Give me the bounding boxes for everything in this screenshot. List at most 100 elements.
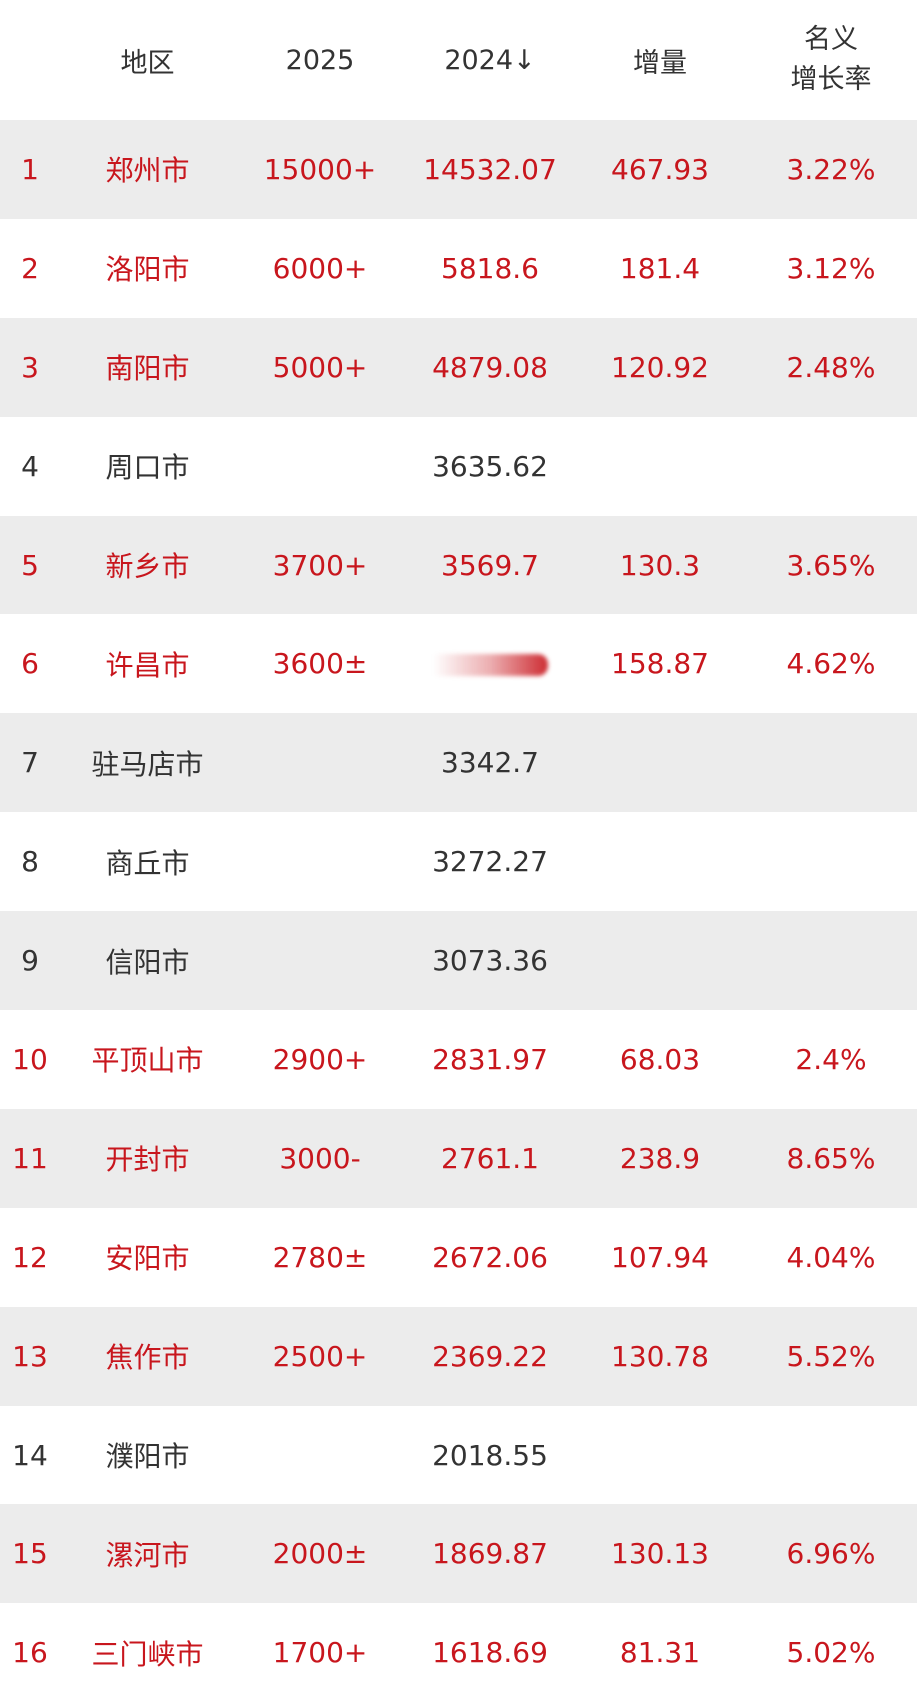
table-row: 9 信阳市 3073.36 <box>0 911 917 1011</box>
table-row: 14 濮阳市 2018.55 <box>0 1406 917 1505</box>
table-row: 3 南阳市 5000+ 4879.08 120.92 2.48% <box>0 317 917 417</box>
cell-growth-rate: 4.62% <box>786 647 876 681</box>
cell-increase: 181.4 <box>619 251 701 285</box>
cell-growth-rate: 3.12% <box>786 251 876 285</box>
cell-2025: 2500+ <box>272 1339 368 1373</box>
cell-2025: 5000+ <box>272 350 368 384</box>
cell-growth-rate: 8.65% <box>786 1141 876 1175</box>
table-row: 1 郑州市 15000+ 14532.07 467.93 3.22% <box>0 120 917 219</box>
cell-index: 1 <box>21 152 39 186</box>
blurred-value <box>432 654 548 677</box>
cell-index: 14 <box>12 1438 48 1472</box>
table-header: 地区 2025 2024↓ 增量 名义 增长率 <box>0 0 917 120</box>
cell-2025: 2000± <box>272 1537 368 1571</box>
table-row: 6 许昌市 3600± 158.87 4.62% <box>0 614 917 713</box>
cell-region: 信阳市 <box>105 945 190 979</box>
table-row: 13 焦作市 2500+ 2369.22 130.78 5.52% <box>0 1306 917 1406</box>
cell-region: 濮阳市 <box>105 1440 190 1474</box>
cell-region: 平顶山市 <box>91 1044 204 1078</box>
cell-region: 商丘市 <box>105 846 190 880</box>
header-rate-line1: 名义 <box>804 24 858 55</box>
cell-2025: 2900+ <box>272 1042 368 1076</box>
cell-increase: 68.03 <box>619 1042 701 1076</box>
cell-region: 许昌市 <box>105 648 190 682</box>
cell-2025: 3600± <box>272 647 368 681</box>
cell-2024: 4879.08 <box>432 350 548 384</box>
header-rate-line2: 增长率 <box>790 64 872 95</box>
cell-2024: 2369.22 <box>432 1339 548 1373</box>
cell-2025: 6000+ <box>272 251 368 285</box>
cell-increase: 120.92 <box>611 350 709 384</box>
cell-2025: 3700+ <box>272 548 368 582</box>
cell-increase: 130.78 <box>611 1339 709 1373</box>
cell-growth-rate: 6.96% <box>786 1537 876 1571</box>
cell-2024: 3272.27 <box>432 845 548 879</box>
cell-index: 6 <box>21 647 39 681</box>
header-2024-sorted[interactable]: 2024↓ <box>444 44 536 76</box>
cell-2024 <box>405 647 575 680</box>
table-row: 5 新乡市 3700+ 3569.7 130.3 3.65% <box>0 515 917 615</box>
cell-2024: 2672.06 <box>432 1240 548 1274</box>
cell-index: 4 <box>21 449 39 483</box>
cell-index: 16 <box>12 1636 48 1670</box>
cell-index: 8 <box>21 845 39 879</box>
cell-increase: 130.13 <box>611 1537 709 1571</box>
cell-growth-rate: 3.65% <box>786 548 876 582</box>
table-row: 12 安阳市 2780± 2672.06 107.94 4.04% <box>0 1208 917 1307</box>
table-row: 8 商丘市 3272.27 <box>0 812 917 911</box>
cell-index: 12 <box>12 1240 48 1274</box>
cell-region: 洛阳市 <box>105 253 190 287</box>
cell-region: 新乡市 <box>105 550 190 583</box>
cell-2025: 1700+ <box>272 1636 368 1670</box>
cell-index: 9 <box>21 944 39 978</box>
cell-increase: 130.3 <box>619 548 701 582</box>
cell-region: 焦作市 <box>105 1341 190 1375</box>
cell-region: 郑州市 <box>105 154 190 188</box>
header-region: 地区 <box>120 47 175 79</box>
cell-index: 13 <box>12 1339 48 1373</box>
header-growth-rate: 名义 增长率 <box>745 20 917 100</box>
cell-increase: 467.93 <box>611 152 709 186</box>
cell-region: 三门峡市 <box>91 1637 204 1671</box>
cell-2024: 3635.62 <box>432 449 548 483</box>
cell-increase: 158.87 <box>611 647 709 681</box>
cell-index: 5 <box>21 548 39 582</box>
cell-2024: 3342.7 <box>441 746 539 780</box>
table-row: 4 周口市 3635.62 <box>0 417 917 516</box>
cell-region: 周口市 <box>105 451 190 485</box>
cell-index: 11 <box>12 1141 48 1175</box>
cell-2024: 2018.55 <box>432 1438 548 1472</box>
cell-index: 15 <box>12 1537 48 1571</box>
table-row: 15 漯河市 2000± 1869.87 130.13 6.96% <box>0 1504 917 1604</box>
cell-increase: 107.94 <box>611 1240 709 1274</box>
cell-growth-rate: 3.22% <box>786 152 876 186</box>
cell-2024: 14532.07 <box>423 152 557 186</box>
cell-2025: 3000- <box>279 1141 361 1175</box>
cell-increase: 81.31 <box>619 1636 701 1670</box>
cell-growth-rate: 4.04% <box>786 1240 876 1274</box>
header-2025: 2025 <box>285 44 355 76</box>
cell-2024: 2761.1 <box>441 1141 539 1175</box>
cell-2024: 3569.7 <box>441 548 539 582</box>
cell-2024: 5818.6 <box>441 251 539 285</box>
table-row: 7 驻马店市 3342.7 <box>0 713 917 813</box>
cell-increase: 238.9 <box>619 1141 701 1175</box>
header-increase: 增量 <box>633 47 687 79</box>
cell-index: 10 <box>12 1042 48 1076</box>
cell-index: 2 <box>21 251 39 285</box>
cell-2024: 3073.36 <box>432 944 548 978</box>
cell-growth-rate: 2.4% <box>795 1042 867 1076</box>
cell-2024: 2831.97 <box>432 1042 548 1076</box>
cell-index: 7 <box>21 746 39 780</box>
cell-2025: 2780± <box>272 1240 368 1274</box>
table-body: 1 郑州市 15000+ 14532.07 467.93 3.22% 2 洛阳市 6000+ 58… <box>0 120 917 1702</box>
cell-index: 3 <box>21 350 39 384</box>
cell-growth-rate: 5.52% <box>786 1339 876 1373</box>
cell-2024: 1869.87 <box>432 1537 548 1571</box>
cell-region: 南阳市 <box>105 352 190 386</box>
cell-2024: 1618.69 <box>432 1636 548 1670</box>
cell-region: 开封市 <box>105 1143 190 1177</box>
table-row: 11 开封市 3000- 2761.1 238.9 8.65% <box>0 1108 917 1208</box>
cell-region: 漯河市 <box>105 1538 190 1572</box>
cell-growth-rate: 5.02% <box>786 1636 876 1670</box>
